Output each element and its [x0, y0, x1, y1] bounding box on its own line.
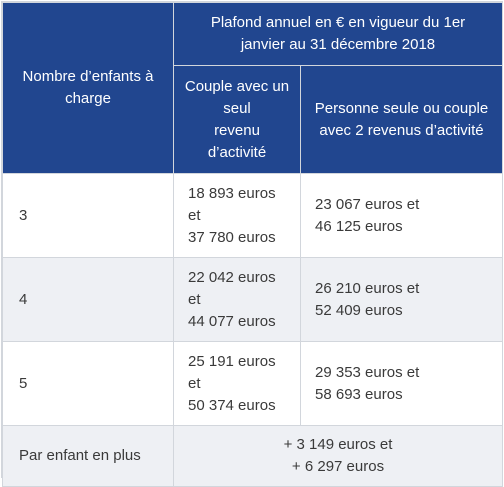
header-single-or-two-incomes: Personne seule ou couple avec 2 revenus …	[300, 65, 503, 174]
couple-single-income-cell: 18 893 euros et 37 780 euros	[173, 173, 301, 258]
header-annual-ceiling-line-2: janvier au 31 décembre 2018	[240, 36, 436, 53]
table-row: 4 22 042 euros et 44 077 euros 26 210 eu…	[2, 257, 503, 342]
value-line: 44 077 euros	[188, 312, 276, 330]
value-line: et	[188, 374, 201, 392]
single-or-two-incomes-cell: 26 210 euros et 52 409 euros	[300, 257, 503, 342]
value-line: 23 067 euros et	[315, 195, 420, 213]
value-line: et	[188, 206, 201, 224]
value-line: 46 125 euros	[315, 217, 403, 235]
header-row-top: Nombre d’enfants à charge Plafond annuel…	[2, 2, 503, 174]
value-line: 22 042 euros	[188, 268, 276, 286]
value-line: + 6 297 euros	[291, 458, 385, 475]
couple-single-income-cell: 25 191 euros et 50 374 euros	[173, 341, 301, 426]
value-line: et	[188, 290, 201, 308]
value-line: + 3 149 euros et	[283, 436, 393, 453]
value-line: 25 191 euros	[188, 352, 276, 370]
header-sub1-line-3: revenu	[214, 121, 260, 139]
header-annual-ceiling-line-1: Plafond annuel en € en vigueur du 1er	[210, 14, 466, 31]
table-row-extra-child: Par enfant en plus + 3 149 euros et + 6 …	[2, 425, 503, 487]
value-line: 29 353 euros et	[315, 363, 420, 381]
children-count-cell: 4	[2, 257, 174, 342]
extra-child-value: + 3 149 euros et + 6 297 euros	[173, 425, 503, 487]
children-count-cell: 5	[2, 341, 174, 426]
header-sub1-line-2: seul	[223, 99, 251, 117]
header-sub1-line-4: d’activité	[207, 143, 267, 161]
header-sub2-line-1: Personne seule ou couple	[314, 99, 489, 117]
single-or-two-incomes-cell: 29 353 euros et 58 693 euros	[300, 341, 503, 426]
header-sub1-line-1: Couple avec un	[184, 77, 290, 95]
extra-child-label: Par enfant en plus	[2, 425, 174, 487]
value-line: 37 780 euros	[188, 228, 276, 246]
single-or-two-incomes-cell: 23 067 euros et 46 125 euros	[300, 173, 503, 258]
value-line: 26 210 euros et	[315, 279, 420, 297]
value-line: 18 893 euros	[188, 184, 276, 202]
header-couple-single-income: Couple avec un seul revenu d’activité	[173, 65, 301, 174]
couple-single-income-cell: 22 042 euros et 44 077 euros	[173, 257, 301, 342]
header-row-sub: Couple avec un seul revenu d’activité Pe…	[3, 65, 503, 174]
value-line: 50 374 euros	[188, 396, 276, 414]
header-sub2-line-2: avec 2 revenus d’activité	[319, 121, 484, 139]
value-line: 58 693 euros	[315, 385, 403, 403]
value-line: 52 409 euros	[315, 301, 403, 319]
header-children-count: Nombre d’enfants à charge	[2, 2, 174, 174]
table-row: 3 18 893 euros et 37 780 euros 23 067 eu…	[2, 173, 503, 258]
table-row: 5 25 191 euros et 50 374 euros 29 353 eu…	[2, 341, 503, 426]
header-annual-ceiling: Plafond annuel en € en vigueur du 1er ja…	[173, 2, 503, 66]
children-count-cell: 3	[2, 173, 174, 258]
